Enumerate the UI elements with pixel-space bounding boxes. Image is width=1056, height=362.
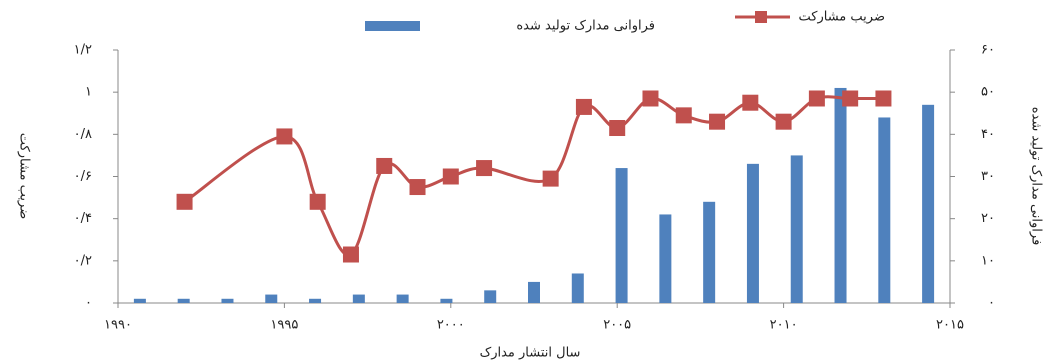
- bar: [309, 298, 322, 303]
- bar: [352, 294, 365, 303]
- marker: [609, 120, 626, 137]
- marker: [376, 157, 393, 174]
- y-tick-label: ۰/۶: [74, 169, 92, 184]
- y2-tick-label: ۳۰: [981, 169, 995, 184]
- marker: [442, 168, 459, 185]
- legend-label: ضریب مشارکت: [799, 10, 885, 25]
- marker: [575, 98, 592, 115]
- x-tick-label: ۲۰۱۰: [770, 318, 798, 333]
- y-tick-label: ۰/۴: [74, 211, 92, 226]
- bar: [878, 117, 891, 303]
- bar: [571, 273, 584, 303]
- y2-tick-label: ۱۰: [981, 253, 995, 268]
- bar: [659, 214, 672, 303]
- y2-tick-label: ۰: [988, 296, 995, 311]
- marker: [808, 90, 825, 107]
- marker: [775, 113, 792, 130]
- x-axis-title: سال انتشار مدارک: [480, 346, 581, 361]
- bar: [265, 294, 278, 303]
- legend-swatch: [755, 11, 767, 23]
- marker: [309, 193, 326, 210]
- x-tick-label: ۱۹۹۵: [270, 318, 298, 333]
- marker: [742, 94, 759, 111]
- y-tick-label: ۱: [85, 85, 92, 100]
- y2-tick-label: ۶۰: [981, 43, 995, 58]
- y-tick-label: ۰/۸: [74, 127, 92, 142]
- marker: [709, 113, 726, 130]
- x-tick-label: ۲۰۰۰: [437, 318, 465, 333]
- y-tick-label: ۰/۲: [74, 253, 92, 268]
- y2-tick-label: ۴۰: [981, 127, 995, 142]
- marker: [842, 90, 859, 107]
- marker: [409, 179, 426, 196]
- y2-axis-title: فراوانی مدارک تولید شده: [1029, 107, 1044, 246]
- bar: [396, 294, 409, 303]
- marker: [542, 170, 559, 187]
- bar: [177, 298, 190, 303]
- legend-swatch: [365, 21, 420, 31]
- marker: [276, 128, 293, 145]
- bar: [703, 201, 716, 303]
- x-tick-label: ۱۹۹۰: [104, 318, 132, 333]
- y2-tick-label: ۲۰: [981, 211, 995, 226]
- x-tick-label: ۲۰۱۵: [936, 318, 964, 333]
- y-tick-label: ۰: [85, 296, 92, 311]
- bar: [834, 87, 847, 303]
- y2-tick-label: ۵۰: [981, 85, 995, 100]
- bar: [790, 155, 803, 303]
- bar: [615, 168, 628, 303]
- marker: [342, 246, 359, 263]
- bar: [528, 281, 540, 303]
- marker: [642, 90, 659, 107]
- bar: [746, 163, 759, 303]
- bar: [922, 104, 935, 303]
- y-tick-label: ۱/۲: [74, 43, 92, 58]
- bar: [440, 298, 453, 303]
- bar: [133, 298, 146, 303]
- y-axis-title: ضریب مشارکت: [17, 133, 32, 219]
- bar: [484, 290, 497, 303]
- marker: [675, 107, 692, 124]
- marker: [176, 193, 193, 210]
- legend-label: فراوانی مدارک تولید شده: [516, 19, 655, 34]
- marker: [875, 90, 892, 107]
- x-tick-label: ۲۰۰۵: [603, 318, 631, 333]
- marker: [476, 160, 493, 177]
- bar: [221, 298, 234, 303]
